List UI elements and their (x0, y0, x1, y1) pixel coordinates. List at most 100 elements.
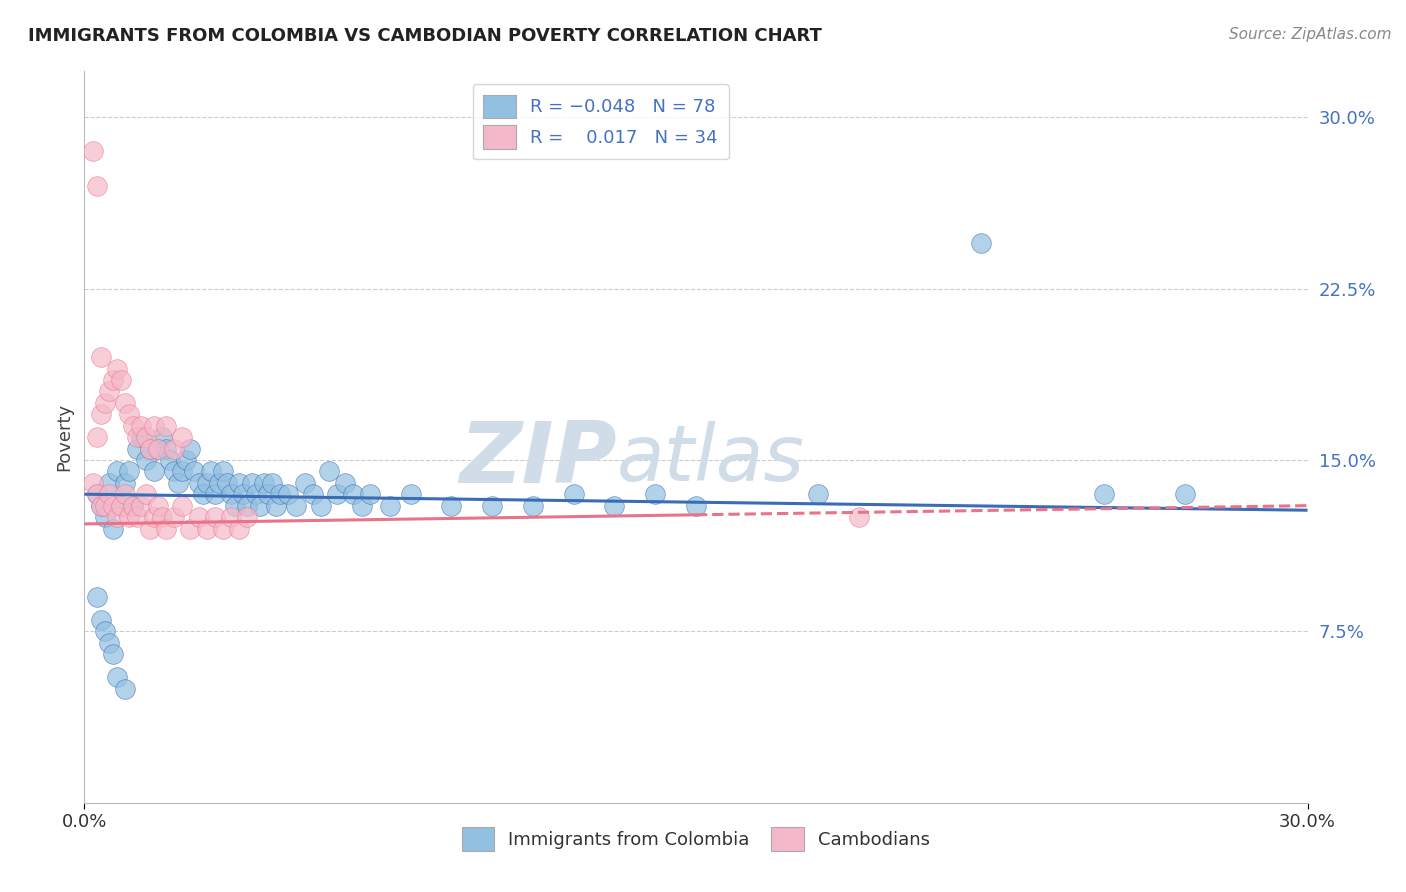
Point (90, 499, 112, 513)
Point (217, 475, 239, 490)
Text: Source: ZipAtlas.com: Source: ZipAtlas.com (1229, 27, 1392, 42)
Point (260, 475, 283, 490)
Point (172, 499, 194, 513)
Point (155, 442, 177, 456)
Point (1092, 487, 1115, 501)
Point (200, 464, 222, 478)
Point (82, 475, 104, 490)
Point (138, 521, 160, 535)
Point (138, 442, 160, 456)
Point (146, 442, 169, 456)
Point (142, 510, 165, 524)
Point (97, 487, 120, 501)
Point (228, 475, 250, 490)
Point (131, 418, 153, 433)
Point (86, 487, 108, 501)
Point (105, 670, 128, 684)
Point (359, 487, 381, 501)
Point (86, 487, 108, 501)
Text: atlas: atlas (616, 421, 804, 497)
Point (318, 464, 340, 478)
Point (187, 510, 209, 524)
Point (90, 350, 112, 364)
Point (114, 487, 136, 501)
Point (131, 499, 153, 513)
Point (114, 475, 136, 490)
Point (807, 487, 830, 501)
Point (232, 487, 254, 501)
Point (257, 487, 280, 501)
Point (150, 510, 173, 524)
Point (204, 510, 226, 524)
Point (105, 361, 128, 376)
Point (848, 510, 870, 524)
Point (90, 407, 112, 421)
Point (335, 475, 357, 490)
Point (131, 430, 153, 444)
Point (142, 418, 165, 433)
Point (101, 521, 124, 535)
Point (135, 487, 157, 501)
Point (179, 442, 201, 456)
Point (309, 499, 332, 513)
Point (118, 510, 141, 524)
Point (187, 475, 209, 490)
Point (82, 145, 104, 159)
Point (146, 499, 169, 513)
Point (195, 521, 218, 535)
Point (399, 487, 422, 501)
Point (326, 487, 349, 501)
Point (208, 475, 231, 490)
Point (228, 521, 250, 535)
Point (277, 487, 299, 501)
Point (350, 499, 373, 513)
Point (970, 235, 993, 250)
Point (118, 407, 141, 421)
Point (172, 464, 194, 478)
Point (135, 453, 157, 467)
Point (105, 510, 128, 524)
Point (163, 510, 186, 524)
Point (236, 499, 259, 513)
Legend: Immigrants from Colombia, Cambodians: Immigrants from Colombia, Cambodians (453, 818, 939, 860)
Point (135, 430, 157, 444)
Text: ZIP: ZIP (458, 417, 616, 500)
Point (253, 475, 276, 490)
Point (122, 499, 145, 513)
Point (110, 499, 132, 513)
Point (1174, 487, 1197, 501)
Point (183, 464, 205, 478)
Point (294, 475, 316, 490)
Point (114, 396, 136, 410)
Point (163, 464, 186, 478)
Point (127, 430, 149, 444)
Point (301, 487, 323, 501)
Point (264, 499, 287, 513)
Point (219, 510, 242, 524)
Point (179, 521, 201, 535)
Point (101, 499, 124, 513)
Point (93, 510, 115, 524)
Point (172, 430, 194, 444)
Point (212, 464, 235, 478)
Point (155, 418, 177, 433)
Point (118, 464, 141, 478)
Point (86, 178, 108, 193)
Point (110, 373, 132, 387)
Y-axis label: Poverty: Poverty (55, 403, 73, 471)
Point (138, 442, 160, 456)
Point (440, 499, 463, 513)
Point (93, 624, 115, 639)
Point (191, 487, 214, 501)
Point (167, 475, 190, 490)
Point (159, 453, 181, 467)
Point (481, 499, 503, 513)
Point (342, 487, 364, 501)
Point (101, 373, 124, 387)
Point (90, 499, 112, 513)
Point (249, 499, 271, 513)
Point (101, 647, 124, 661)
Point (86, 590, 108, 604)
Point (127, 442, 149, 456)
Point (150, 430, 173, 444)
